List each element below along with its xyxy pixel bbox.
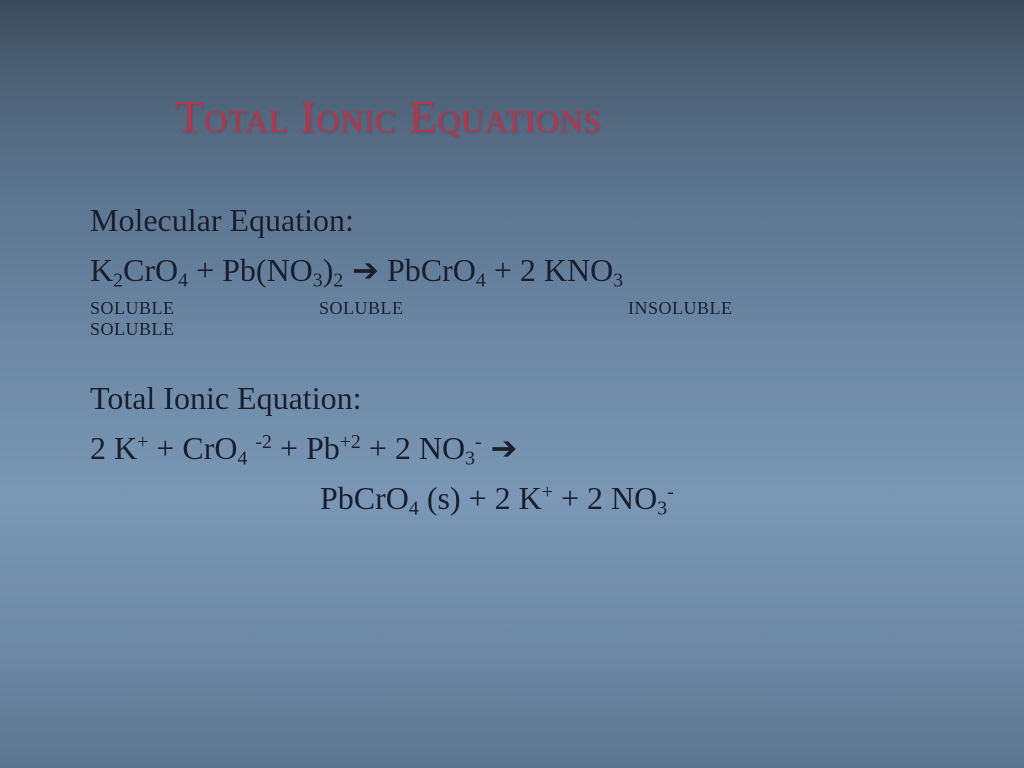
arrow-icon: ➔ — [343, 252, 379, 288]
solubility-label-3: INSOLUBLE — [628, 298, 882, 319]
prod-k-sup: + — [542, 481, 553, 503]
arrow-icon: ➔ — [482, 430, 518, 466]
reactant-2: Pb(NO — [222, 252, 313, 288]
slide: Total Ionic Equations Molecular Equation… — [0, 0, 1024, 768]
reactant-1a: K — [90, 252, 113, 288]
plus-2: + 2 — [486, 252, 544, 288]
solubility-label-4: SOLUBLE — [90, 319, 175, 340]
molecular-equation-label: Molecular Equation: — [90, 200, 964, 240]
reactant-2-sub: 3 — [313, 270, 323, 292]
plus-i2: + — [272, 430, 306, 466]
plus-p1: + 2 — [461, 480, 519, 516]
prod-pbcro4-sub: 4 — [409, 498, 419, 520]
ion-cro4-sup: -2 — [255, 431, 272, 453]
reactant-1a-sub: 2 — [113, 270, 123, 292]
ion-pb-sup: +2 — [340, 431, 361, 453]
ion-k-sup: + — [137, 431, 148, 453]
slide-title: Total Ionic Equations — [175, 90, 601, 143]
plus-i3: + 2 — [361, 430, 419, 466]
gap — [379, 252, 387, 288]
ion-cro4-sub: 4 — [237, 448, 247, 470]
product-2-sub: 3 — [613, 270, 623, 292]
product-2: KNO — [544, 252, 613, 288]
ion-no3-sup: - — [475, 431, 482, 453]
slide-content: Molecular Equation: K2CrO4 + Pb(NO3)2 ➔ … — [90, 200, 964, 528]
ion-pb: Pb — [306, 430, 340, 466]
total-ionic-equation-line2: PbCrO4 (s) + 2 K+ + 2 NO3- — [90, 478, 964, 518]
reactant-1b: CrO — [123, 252, 178, 288]
prod-k: K — [519, 480, 542, 516]
molecular-equation: K2CrO4 + Pb(NO3)2 ➔ PbCrO4 + 2 KNO3 — [90, 250, 964, 290]
plus-p2: + 2 — [553, 480, 611, 516]
plus-1: + — [188, 252, 222, 288]
solubility-row: SOLUBLE SOLUBLE INSOLUBLE SOLUBLE — [90, 298, 964, 340]
product-1: PbCrO — [387, 252, 476, 288]
prod-no3-sup: - — [667, 481, 674, 503]
reactant-2-paren: ) — [323, 252, 334, 288]
product-1-sub: 4 — [476, 270, 486, 292]
solubility-label-2: SOLUBLE — [319, 298, 623, 319]
ion-cro4: CrO — [182, 430, 237, 466]
plus-i1: + — [148, 430, 182, 466]
total-ionic-label: Total Ionic Equation: — [90, 378, 964, 418]
solubility-label-1: SOLUBLE — [90, 298, 314, 319]
reactant-2-paren-sub: 2 — [333, 270, 343, 292]
ion-k: 2 K — [90, 430, 137, 466]
prod-no3: NO — [611, 480, 657, 516]
reactant-1b-sub: 4 — [178, 270, 188, 292]
prod-pbcro4-state: (s) — [419, 480, 461, 516]
prod-no3-sub: 3 — [657, 498, 667, 520]
ion-no3: NO — [419, 430, 465, 466]
total-ionic-equation-line1: 2 K+ + CrO4 -2 + Pb+2 + 2 NO3- ➔ — [90, 428, 964, 468]
ion-no3-sub: 3 — [465, 448, 475, 470]
prod-pbcro4: PbCrO — [320, 480, 409, 516]
